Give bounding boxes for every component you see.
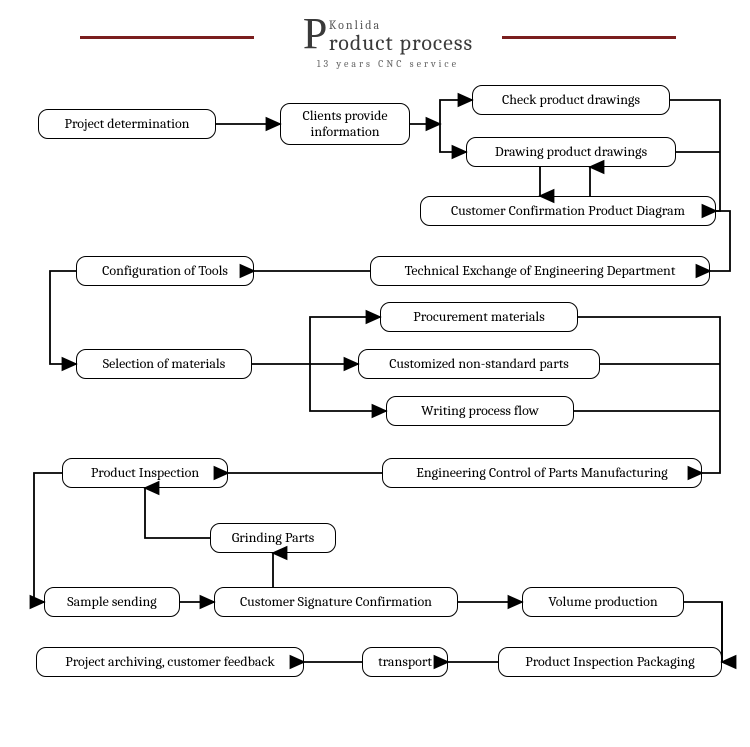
flow-node: Project archiving, customer feedback — [36, 647, 304, 677]
flow-node: Selection of materials — [76, 349, 252, 379]
logo-subtitle: 13 years CNC service — [275, 58, 501, 70]
flow-node: Technical Exchange of Engineering Depart… — [370, 256, 710, 286]
flow-node: Product Inspection — [62, 458, 228, 488]
flow-node: Volume production — [522, 587, 684, 617]
flow-node: Procurement materials — [380, 302, 578, 332]
logo-block: P Konlida roduct process 13 years CNC se… — [275, 12, 501, 70]
flow-node: Grinding Parts — [210, 523, 336, 553]
flow-node: Configuration of Tools — [76, 256, 254, 286]
logo-letter: P — [303, 12, 327, 56]
header-rule-right — [502, 36, 676, 39]
flow-node: Writing process flow — [386, 396, 574, 426]
flow-node: Engineering Control of Parts Manufacturi… — [382, 458, 702, 488]
header-rule-left — [80, 36, 254, 39]
flow-node: Sample sending — [44, 587, 180, 617]
flow-node: Check product drawings — [472, 85, 670, 115]
flow-node: Project determination — [38, 109, 216, 139]
flow-node: Customer Signature Confirmation — [214, 587, 458, 617]
flow-node: Product Inspection Packaging — [498, 647, 722, 677]
flow-node: Drawing product drawings — [466, 137, 676, 167]
flow-node: Clients provide information — [280, 103, 410, 145]
flow-node: Customized non-standard parts — [358, 349, 600, 379]
flow-node: Customer Confirmation Product Diagram — [420, 196, 716, 226]
logo-title: roduct process — [329, 30, 473, 56]
flow-node: transport — [362, 647, 448, 677]
